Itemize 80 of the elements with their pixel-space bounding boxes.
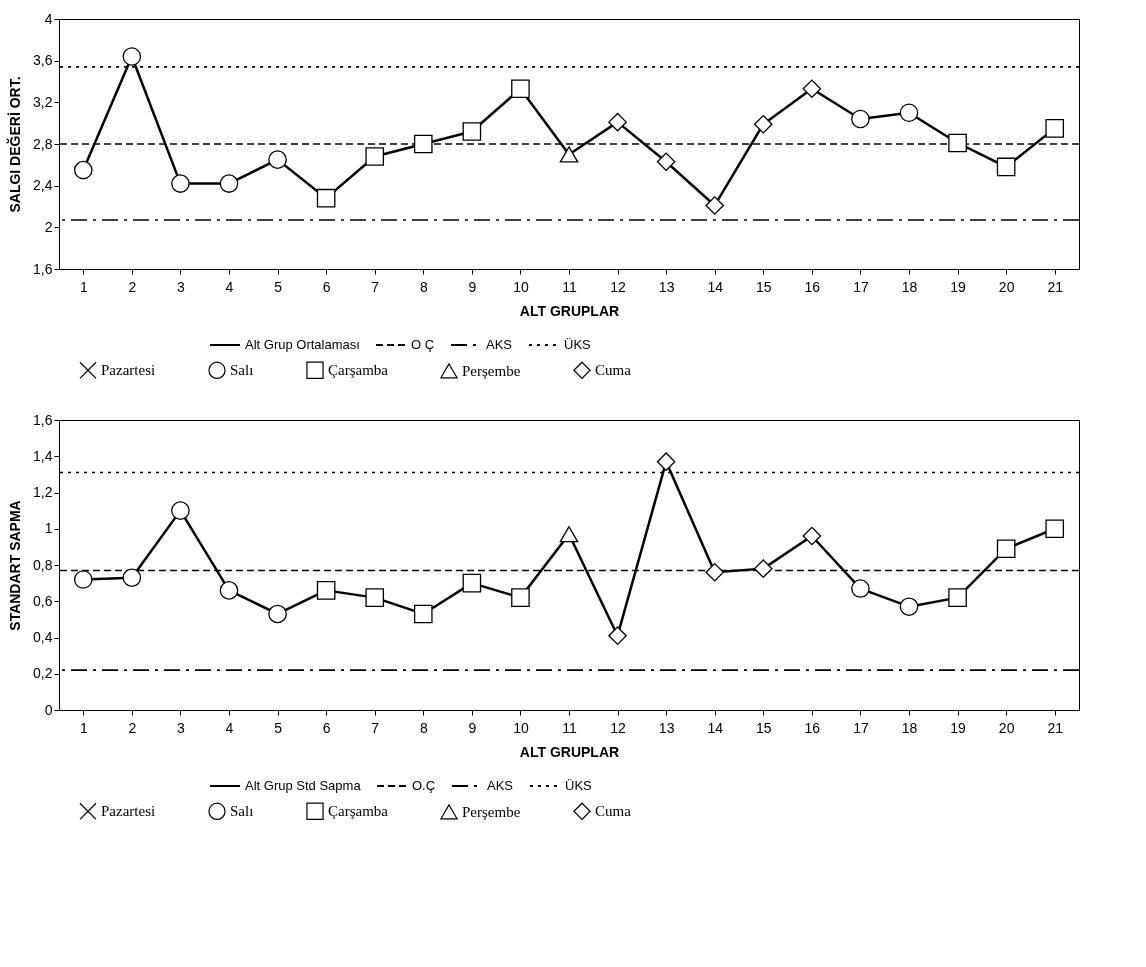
x-tick-label: 10 <box>513 278 529 295</box>
y-tick-label: 0,2 <box>33 665 53 682</box>
legend-label: Pazartesi <box>101 803 156 820</box>
x-tick-label: 19 <box>950 719 967 736</box>
legend-label: Alt Grup Ortalaması <box>245 337 360 352</box>
x-axis-title: ALT GRUPLAR <box>519 302 620 319</box>
x-tick-label: 16 <box>804 278 821 295</box>
legend-label: Çarşamba <box>328 362 389 379</box>
y-tick-label: 2,4 <box>33 177 53 194</box>
x-tick-label: 16 <box>804 719 821 736</box>
y-tick-label: 3,2 <box>33 93 53 110</box>
x-tick-label: 2 <box>128 719 137 736</box>
legend-label: AKS <box>487 778 514 793</box>
x-tick-label: 20 <box>998 278 1015 295</box>
x-tick-label: 3 <box>177 278 186 295</box>
y-tick-label: 0 <box>44 701 53 718</box>
x-tick-label: 13 <box>658 278 675 295</box>
y-tick-label: 1,6 <box>33 411 53 428</box>
y-tick-label: 0,4 <box>33 629 53 645</box>
x-tick-label: 8 <box>419 719 428 736</box>
legend-label: Perşembe <box>462 803 521 820</box>
x-tick-label: 8 <box>419 278 428 295</box>
legend-label: Çarşamba <box>328 803 389 820</box>
x-tick-label: 13 <box>658 719 675 736</box>
x-tick-label: 2 <box>128 278 137 295</box>
x-axis-title: ALT GRUPLAR <box>519 743 620 760</box>
x-tick-label: 4 <box>225 278 234 295</box>
x-tick-label: 9 <box>468 278 477 295</box>
legend-label: O Ç <box>411 337 435 352</box>
x-tick-label: 21 <box>1047 278 1064 295</box>
x-tick-label: 15 <box>756 719 772 736</box>
legend-label: ÜKS <box>564 337 592 352</box>
legend-label: AKS <box>486 337 513 352</box>
x-tick-label: 14 <box>707 278 724 295</box>
legend-label: Cuma <box>595 362 632 379</box>
y-axis-title: SALGI DEĞERİ ORT. <box>6 76 24 213</box>
x-tick-label: 11 <box>562 278 577 295</box>
x-tick-label: 14 <box>707 719 724 736</box>
x-tick-label: 15 <box>756 278 772 295</box>
x-tick-label: 1 <box>79 278 88 295</box>
x-tick-label: 17 <box>853 278 869 295</box>
x-tick-label: 11 <box>562 719 577 736</box>
y-tick-label: 1,4 <box>33 447 53 464</box>
x-tick-label: 17 <box>853 719 869 736</box>
x-tick-label: 5 <box>274 278 283 295</box>
legend-label: Salı <box>230 803 254 820</box>
legend-label: ÜKS <box>565 778 593 793</box>
y-tick-label: 2 <box>44 218 53 235</box>
y-axis-title: STANDART SAPMA <box>7 500 24 631</box>
legend-label: Alt Grup Std Sapma <box>245 778 362 793</box>
y-tick-label: 3,6 <box>33 52 53 69</box>
y-tick-label: 4 <box>44 10 53 27</box>
x-tick-label: 9 <box>468 719 477 736</box>
x-tick-label: 5 <box>274 719 283 736</box>
x-tick-label: 21 <box>1047 719 1064 736</box>
x-tick-label: 18 <box>901 278 918 295</box>
x-tick-label: 6 <box>322 719 331 736</box>
legend-label: O.Ç <box>412 778 436 793</box>
x-tick-label: 1 <box>79 719 88 736</box>
legend-label: Perşembe <box>462 362 521 379</box>
x-tick-label: 10 <box>513 719 529 736</box>
y-tick-label: 1,2 <box>33 484 53 500</box>
legend-label: Salı <box>230 362 254 379</box>
y-tick-label: 0,6 <box>33 592 53 609</box>
x-tick-label: 3 <box>177 719 186 736</box>
x-tick-label: 6 <box>322 278 331 295</box>
x-tick-label: 18 <box>901 719 918 736</box>
x-tick-label: 7 <box>371 278 380 295</box>
x-tick-label: 12 <box>610 719 627 736</box>
x-tick-label: 19 <box>950 278 967 295</box>
y-tick-label: 1,6 <box>33 260 53 277</box>
legend-label: Cuma <box>595 803 632 820</box>
legend-label: Pazartesi <box>101 362 156 379</box>
y-tick-label: 2,8 <box>33 135 53 152</box>
x-tick-label: 20 <box>998 719 1015 736</box>
y-tick-label: 1 <box>44 520 53 537</box>
x-tick-label: 4 <box>225 719 234 736</box>
x-tick-label: 7 <box>371 719 380 736</box>
x-tick-label: 12 <box>610 278 627 295</box>
y-tick-label: 0,8 <box>33 556 53 573</box>
